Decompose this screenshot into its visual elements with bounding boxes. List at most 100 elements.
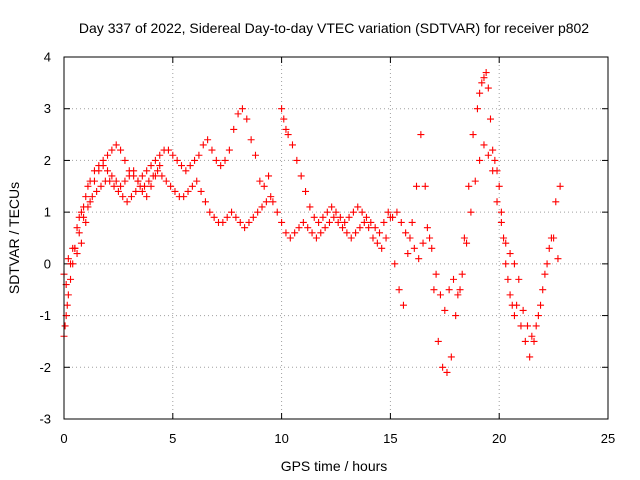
data-point xyxy=(343,229,351,237)
grid-lines xyxy=(64,57,608,419)
data-point xyxy=(302,187,310,195)
data-point xyxy=(243,115,251,123)
data-point xyxy=(502,260,510,268)
data-point xyxy=(404,250,412,258)
data-point xyxy=(476,156,484,164)
data-point xyxy=(258,203,266,211)
data-point xyxy=(491,156,499,164)
data-point xyxy=(476,89,484,97)
data-point xyxy=(188,182,196,190)
data-point xyxy=(312,234,320,242)
data-point xyxy=(282,229,290,237)
data-point xyxy=(178,162,186,170)
data-point xyxy=(147,182,155,190)
data-point xyxy=(84,182,92,190)
x-tick-label: 15 xyxy=(383,431,397,446)
data-point xyxy=(421,182,429,190)
data-point xyxy=(73,250,81,258)
data-point xyxy=(373,239,381,247)
data-point xyxy=(75,229,83,237)
data-point xyxy=(515,275,523,283)
data-point xyxy=(473,105,481,113)
data-point xyxy=(341,218,349,226)
data-point xyxy=(138,187,146,195)
data-point xyxy=(550,234,558,242)
data-point xyxy=(278,218,286,226)
data-point xyxy=(130,167,138,175)
data-point xyxy=(467,208,475,216)
data-point xyxy=(197,187,205,195)
data-point xyxy=(486,115,494,123)
data-point xyxy=(82,218,90,226)
data-point xyxy=(478,79,486,87)
data-point xyxy=(554,255,562,263)
data-point xyxy=(297,172,305,180)
data-point xyxy=(199,141,207,149)
data-point xyxy=(543,260,551,268)
data-point xyxy=(334,218,342,226)
data-point xyxy=(182,167,190,175)
data-point xyxy=(506,250,514,258)
data-point xyxy=(210,213,218,221)
data-point xyxy=(288,141,296,149)
data-point xyxy=(389,213,397,221)
data-point xyxy=(541,270,549,278)
data-point xyxy=(471,177,479,185)
data-point xyxy=(121,177,129,185)
data-point xyxy=(458,270,466,278)
data-point xyxy=(291,229,299,237)
data-point xyxy=(441,306,449,314)
data-point xyxy=(145,177,153,185)
data-point xyxy=(456,286,464,294)
data-point xyxy=(69,244,77,252)
data-point xyxy=(95,167,103,175)
data-point xyxy=(432,270,440,278)
data-point xyxy=(236,218,244,226)
data-point xyxy=(480,141,488,149)
data-point xyxy=(173,156,181,164)
data-point xyxy=(191,156,199,164)
data-point xyxy=(223,213,231,221)
x-tick-label: 5 xyxy=(169,431,176,446)
data-point xyxy=(395,286,403,294)
data-point xyxy=(495,182,503,190)
data-point xyxy=(232,213,240,221)
data-point xyxy=(426,234,434,242)
data-point xyxy=(336,213,344,221)
data-point xyxy=(419,239,427,247)
data-point xyxy=(391,260,399,268)
data-point xyxy=(119,193,127,201)
data-point xyxy=(67,260,75,268)
data-point xyxy=(108,172,116,180)
data-point xyxy=(221,156,229,164)
data-point xyxy=(308,229,316,237)
data-point xyxy=(151,156,159,164)
data-point xyxy=(397,218,405,226)
data-point xyxy=(265,172,273,180)
data-point xyxy=(482,69,490,77)
data-point xyxy=(212,156,220,164)
plot-frame xyxy=(63,56,609,420)
data-point xyxy=(134,177,142,185)
data-point xyxy=(193,177,201,185)
data-point xyxy=(497,218,505,226)
series-trace-e xyxy=(278,213,390,252)
data-point xyxy=(539,286,547,294)
data-point xyxy=(299,218,307,226)
data-point xyxy=(480,74,488,82)
data-point xyxy=(117,146,125,154)
data-point xyxy=(450,275,458,283)
data-point xyxy=(284,131,292,139)
data-point xyxy=(382,234,390,242)
data-point xyxy=(156,162,164,170)
data-point xyxy=(489,146,497,154)
data-point xyxy=(61,322,69,330)
data-point xyxy=(180,193,188,201)
data-point xyxy=(286,234,294,242)
data-point xyxy=(321,224,329,232)
data-point xyxy=(410,244,418,252)
data-point xyxy=(380,218,388,226)
data-point xyxy=(256,177,264,185)
data-point xyxy=(97,182,105,190)
data-point xyxy=(195,151,203,159)
